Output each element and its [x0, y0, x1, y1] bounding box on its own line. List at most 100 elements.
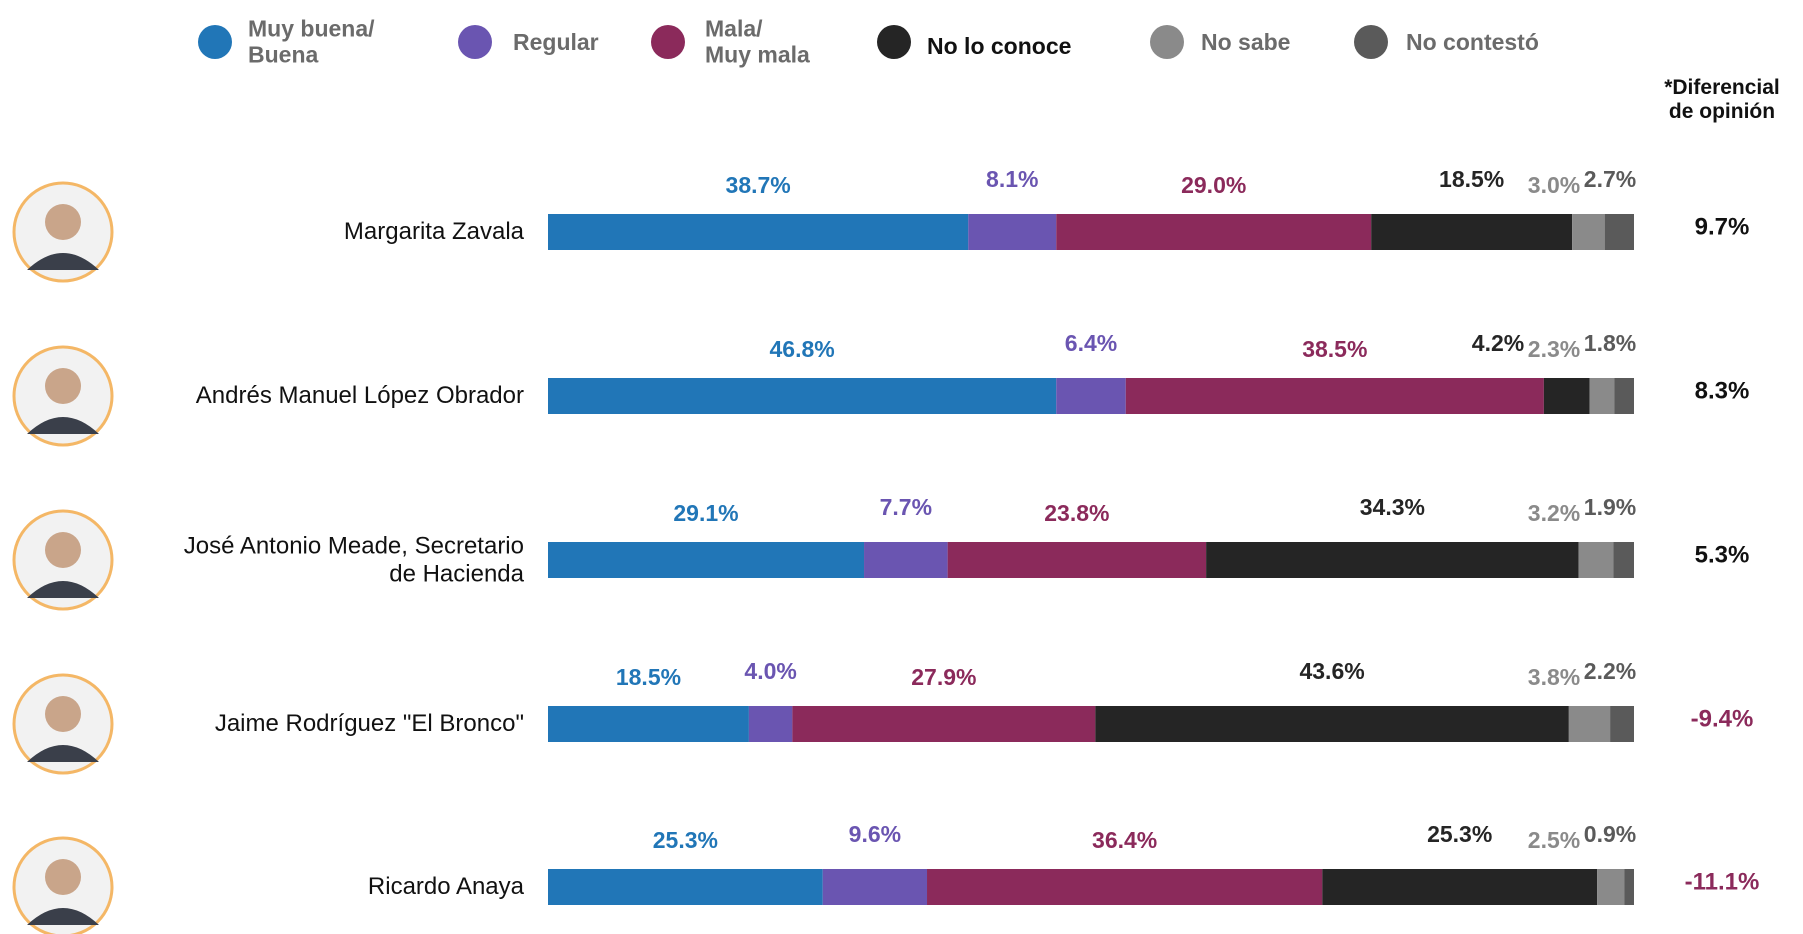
value-label: 46.8% [770, 336, 835, 362]
candidate-photo [12, 345, 114, 447]
photo-body [27, 745, 99, 762]
value-label: 34.3% [1360, 494, 1425, 520]
differential-value: 8.3% [1695, 377, 1750, 404]
legend-swatch [651, 25, 685, 59]
value-label: 25.3% [653, 827, 718, 853]
bar-segment [792, 706, 1096, 742]
differential-value: -11.1% [1685, 868, 1760, 895]
value-label: 2.7% [1584, 166, 1636, 192]
value-label: 36.4% [1092, 827, 1157, 853]
bar-segment [548, 706, 749, 742]
value-label: 9.6% [849, 821, 901, 847]
bar-segment [1589, 378, 1615, 414]
legend-label: No contestó [1406, 28, 1539, 55]
candidate-photo [12, 509, 114, 611]
differential-title: *Diferencial de opinión [1664, 76, 1780, 124]
photo-head [45, 204, 81, 240]
value-label: 4.2% [1472, 330, 1524, 356]
value-label: 2.5% [1528, 827, 1580, 853]
legend-swatch [877, 25, 911, 59]
differential-value: 9.7% [1695, 213, 1750, 240]
candidate-photo [12, 181, 114, 283]
legend-swatch [1354, 25, 1388, 59]
photo-head [45, 859, 81, 895]
bar-segment [822, 869, 928, 905]
candidate-photo [12, 836, 114, 934]
value-label: 4.0% [744, 658, 796, 684]
differential-value: 5.3% [1695, 541, 1750, 568]
value-label: 38.7% [726, 172, 791, 198]
value-label: 2.3% [1528, 336, 1580, 362]
bar-segment [1056, 378, 1126, 414]
legend-label: Muy buena/ Buena [248, 15, 375, 68]
bar-segment [1614, 378, 1634, 414]
bar-segment [1056, 214, 1372, 250]
value-label: 1.9% [1584, 494, 1636, 520]
legend-swatch [458, 25, 492, 59]
bar-segment [1624, 869, 1634, 905]
bar-segment [1578, 542, 1614, 578]
value-label: 3.8% [1528, 664, 1580, 690]
legend-swatch [198, 25, 232, 59]
value-label: 27.9% [911, 664, 976, 690]
photo-body [27, 417, 99, 434]
photo-body [27, 581, 99, 598]
bar-segment [1610, 706, 1634, 742]
value-label: 29.0% [1181, 172, 1246, 198]
value-label: 23.8% [1044, 500, 1109, 526]
bar-segment [548, 378, 1057, 414]
value-label: 7.7% [880, 494, 932, 520]
bar-segment [1206, 542, 1579, 578]
value-label: 18.5% [616, 664, 681, 690]
bar-segment [1371, 214, 1573, 250]
photo-body [27, 253, 99, 270]
bar-segment [1095, 706, 1569, 742]
bar-segment [1604, 214, 1634, 250]
candidate-name: Margarita Zavala [343, 218, 524, 246]
legend-label: Regular [513, 28, 599, 55]
legend-label: No lo conoce [927, 32, 1072, 59]
bar-segment [1568, 706, 1611, 742]
bar-segment [548, 214, 969, 250]
legend-swatch [1150, 25, 1184, 59]
value-label: 6.4% [1065, 330, 1117, 356]
differential-value: -9.4% [1691, 705, 1754, 732]
bar-segment [1597, 869, 1625, 905]
bar-segment [548, 869, 823, 905]
bar-segment [1572, 214, 1605, 250]
value-label: 3.2% [1528, 500, 1580, 526]
value-label: 1.8% [1584, 330, 1636, 356]
value-label: 43.6% [1299, 658, 1364, 684]
candidate-name: José Antonio Meade, Secretario de Hacien… [183, 532, 524, 587]
candidate-name: Andrés Manuel López Obrador [195, 382, 524, 410]
value-label: 0.9% [1584, 821, 1636, 847]
value-label: 18.5% [1439, 166, 1504, 192]
candidate-name: Jaime Rodríguez "El Bronco" [214, 710, 524, 738]
photo-head [45, 532, 81, 568]
value-label: 25.3% [1427, 821, 1492, 847]
bar-segment [1613, 542, 1634, 578]
legend-label: No sabe [1201, 28, 1291, 55]
bar-segment [947, 542, 1207, 578]
value-label: 8.1% [986, 166, 1038, 192]
value-label: 29.1% [673, 500, 738, 526]
legend-label: Mala/ Muy mala [705, 15, 810, 68]
bar-segment [1322, 869, 1598, 905]
photo-head [45, 368, 81, 404]
bar-segment [748, 706, 793, 742]
photo-body [27, 908, 99, 925]
bar-segment [968, 214, 1057, 250]
candidate-photo [12, 673, 114, 775]
bar-segment [1543, 378, 1590, 414]
candidate-name: Ricardo Anaya [367, 873, 524, 901]
bar-segment [927, 869, 1323, 905]
value-label: 3.0% [1528, 172, 1580, 198]
value-label: 38.5% [1302, 336, 1367, 362]
value-label: 2.2% [1584, 658, 1636, 684]
bar-segment [548, 542, 865, 578]
bar-segment [864, 542, 948, 578]
bar-segment [1125, 378, 1544, 414]
photo-head [45, 696, 81, 732]
